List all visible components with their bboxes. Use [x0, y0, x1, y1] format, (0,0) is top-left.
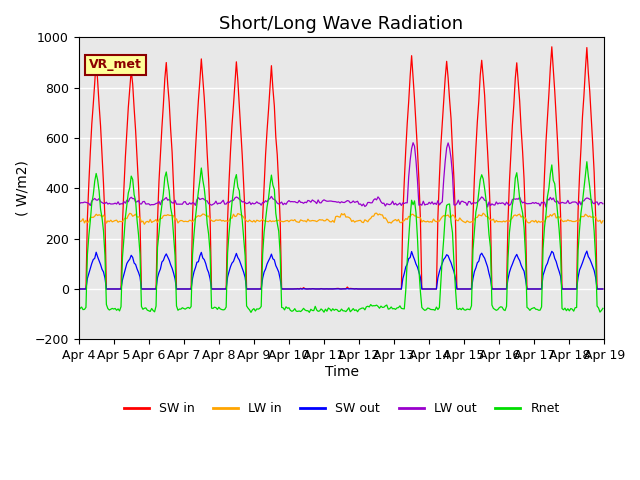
Rnet — [259, 252, 266, 257]
LW out — [248, 200, 256, 206]
SW in — [248, 286, 256, 292]
LW out — [75, 202, 83, 208]
LW out — [257, 202, 265, 208]
LW in — [139, 218, 147, 224]
SW in — [599, 286, 607, 292]
SW out — [257, 286, 265, 292]
LW in — [305, 218, 313, 224]
LW in — [141, 221, 148, 227]
SW in — [139, 286, 147, 292]
Rnet — [599, 305, 607, 311]
LW out — [231, 195, 239, 201]
SW in — [257, 286, 265, 292]
Rnet — [250, 306, 258, 312]
LW in — [573, 218, 580, 224]
LW in — [250, 217, 258, 223]
Rnet — [231, 177, 239, 182]
Rnet — [583, 159, 591, 165]
LW in — [232, 213, 240, 219]
LW out — [542, 204, 550, 210]
SW out — [599, 286, 607, 292]
Rnet — [247, 310, 255, 315]
Title: Short/Long Wave Radiation: Short/Long Wave Radiation — [220, 15, 463, 33]
Line: LW out: LW out — [79, 143, 603, 207]
Rnet — [572, 305, 579, 311]
X-axis label: Time: Time — [324, 365, 358, 379]
SW in — [75, 286, 83, 292]
SW in — [231, 80, 239, 86]
LW out — [573, 200, 580, 205]
LW out — [409, 140, 417, 145]
Line: SW out: SW out — [79, 251, 603, 289]
SW in — [548, 44, 556, 50]
Rnet — [139, 306, 147, 312]
LW in — [259, 216, 266, 222]
Line: SW in: SW in — [79, 47, 603, 289]
SW in — [572, 286, 579, 292]
SW out — [583, 248, 591, 254]
Y-axis label: ( W/m2): ( W/m2) — [15, 160, 29, 216]
SW out — [75, 286, 83, 292]
LW out — [304, 198, 312, 204]
SW out — [570, 286, 577, 292]
SW in — [304, 286, 312, 292]
Rnet — [305, 310, 313, 315]
SW out — [231, 254, 239, 260]
Legend: SW in, LW in, SW out, LW out, Rnet: SW in, LW in, SW out, LW out, Rnet — [118, 397, 564, 420]
LW out — [599, 201, 607, 207]
Line: LW in: LW in — [79, 213, 603, 224]
LW in — [599, 218, 607, 224]
Line: Rnet: Rnet — [79, 162, 603, 312]
SW out — [139, 286, 147, 292]
LW out — [139, 199, 147, 204]
Rnet — [75, 307, 83, 312]
Text: VR_met: VR_met — [89, 59, 142, 72]
SW out — [304, 286, 312, 292]
LW in — [372, 210, 380, 216]
SW out — [248, 286, 256, 292]
LW in — [75, 218, 83, 224]
